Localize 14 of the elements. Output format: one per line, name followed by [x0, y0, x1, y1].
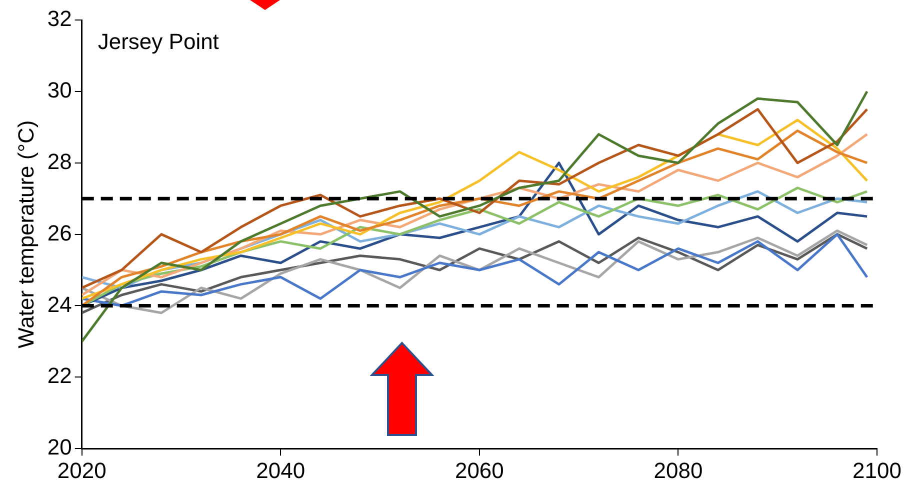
x-tick-label: 2080 — [654, 458, 703, 483]
y-tick-label: 30 — [47, 77, 72, 102]
x-tick-label: 2020 — [57, 458, 106, 483]
y-tick-label: 32 — [47, 6, 72, 32]
y-tick-label: 20 — [47, 434, 72, 460]
x-tick-label: 2100 — [852, 458, 902, 483]
y-tick-label: 26 — [47, 220, 72, 246]
x-tick-label: 2060 — [454, 458, 504, 483]
x-tick-label: 2040 — [256, 458, 306, 483]
y-tick-label: 24 — [47, 292, 72, 317]
y-tick-label: 22 — [47, 363, 72, 388]
y-axis-title: Water temperature (°C) — [13, 120, 38, 348]
annotation: Jersey Point — [98, 29, 219, 54]
y-tick-label: 28 — [47, 148, 72, 174]
